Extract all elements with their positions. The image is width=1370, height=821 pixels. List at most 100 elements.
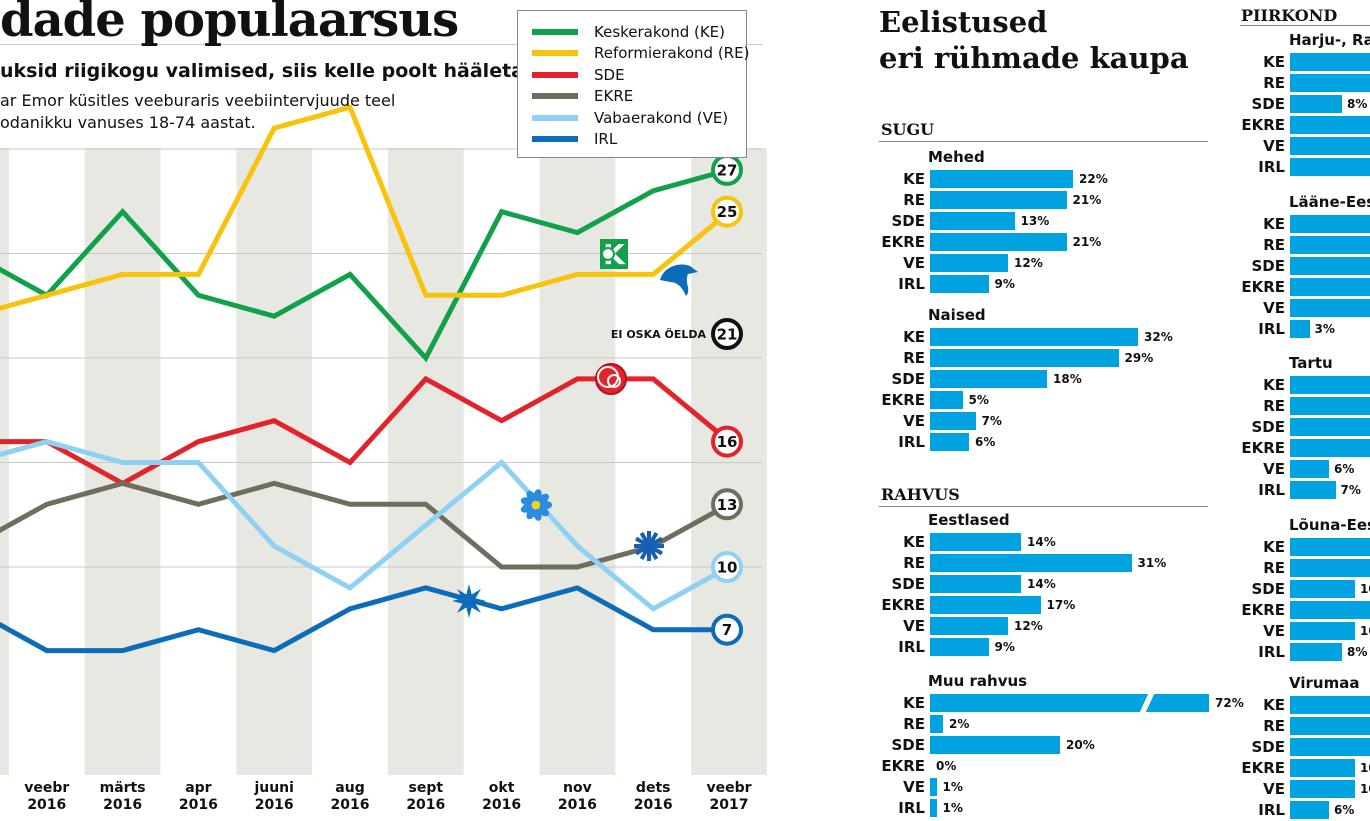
- bar-value-label: 14%: [1027, 577, 1056, 591]
- bar-value-label: 8%: [1347, 645, 1368, 659]
- bar-row-label: VE: [1263, 622, 1285, 640]
- end-label-ei-oska-ring: [711, 318, 743, 350]
- bar-row-label: KE: [1263, 696, 1285, 714]
- group-title: Lõuna-Ees: [1289, 516, 1370, 534]
- bar-ekre: [1290, 278, 1370, 296]
- bar-row-label: RE: [903, 715, 925, 733]
- x-tick-year-label: 2016: [331, 797, 370, 813]
- legend-item-ke: Keskerakond (KE): [532, 22, 725, 42]
- bar-row-label: KE: [1263, 538, 1285, 556]
- bar-row-label: IRL: [1258, 801, 1285, 819]
- bar-row-label: IRL: [1258, 481, 1285, 499]
- bar-ekre: [930, 233, 1067, 251]
- bar-value-label: 12%: [1014, 619, 1043, 633]
- bar-value-label: 31%: [1137, 556, 1167, 570]
- bar-ke: [1290, 53, 1370, 71]
- bar-sde: [1290, 580, 1355, 598]
- section-divider: [1240, 25, 1370, 26]
- party-popularity-line-chart: veebr2016märts2016apr2016juuni2016aug201…: [0, 44, 767, 813]
- bar-value-label: 1%: [942, 801, 963, 815]
- bar-ve: [1290, 299, 1370, 317]
- legend-label-ekre: EKRE: [594, 87, 634, 105]
- group-title: Eestlased: [928, 511, 1010, 529]
- bar-row-label: KE: [903, 170, 925, 188]
- bar-row-label: VE: [1263, 780, 1285, 798]
- bar-row-label: EKRE: [1241, 278, 1285, 296]
- end-label-ve: 10: [717, 559, 738, 577]
- legend-item-ekre: EKRE: [532, 86, 633, 106]
- section-divider: [879, 506, 1208, 507]
- legend-item-ve: Vabaerakond (VE): [532, 108, 728, 128]
- survey-description: ar Emor küsitles veeburaris veebiintervj…: [0, 91, 396, 132]
- chart-legend: Keskerakond (KE) Reformierakond (RE) SDE…: [517, 10, 749, 158]
- bar-row-label: EKRE: [1241, 601, 1285, 619]
- ei-oska-oelda-label: EI OSKA ÖELDA: [611, 327, 707, 341]
- end-label-sde-ring: [711, 425, 743, 458]
- bar-re: [1290, 559, 1370, 577]
- x-tick-year-label: 2016: [179, 797, 218, 813]
- x-tick-year-label: 2016: [482, 797, 521, 813]
- legend-swatch-ekre: [532, 93, 578, 99]
- x-tick-month-label: aug: [335, 780, 364, 796]
- legend-label-re: Reformierakond (RE): [594, 44, 750, 62]
- bar-value-label: 29%: [1124, 351, 1154, 365]
- section-divider: [879, 141, 1208, 142]
- bar-row-label: KE: [1263, 376, 1285, 394]
- bar-irl: [930, 275, 989, 293]
- bar-row-label: RE: [1263, 559, 1285, 577]
- group-title: Tartu: [1289, 354, 1333, 372]
- bar-irl: [1290, 158, 1370, 176]
- bar-value-label: 1%: [942, 780, 963, 794]
- bar-row-label: KE: [1263, 215, 1285, 233]
- column-band: [236, 148, 313, 775]
- group-title: Virumaa: [1289, 674, 1360, 692]
- end-label-sde: 16: [717, 433, 738, 451]
- bar-re: [1290, 236, 1370, 254]
- bar-row-label: RE: [903, 191, 925, 209]
- bar-ekre: [1290, 439, 1370, 457]
- bar-irl: [1290, 320, 1310, 338]
- bar-sde: [930, 575, 1021, 593]
- bar-value-label: 9%: [994, 277, 1015, 291]
- bar-row-label: VE: [903, 254, 925, 272]
- bar-row-label: SDE: [1251, 257, 1285, 275]
- bar-ke: [930, 694, 1209, 712]
- bar-row-label: EKRE: [881, 233, 925, 251]
- bar-ve: [930, 254, 1008, 272]
- bar-value-label: 13%: [1020, 214, 1050, 228]
- bar-sde: [1290, 418, 1370, 436]
- bar-ke: [930, 170, 1073, 188]
- x-tick-month-label: veebr: [24, 780, 69, 796]
- bar-row-label: EKRE: [1241, 116, 1285, 134]
- bar-value-label: 22%: [1079, 172, 1108, 186]
- bar-sde: [930, 370, 1047, 388]
- bar-re: [930, 715, 943, 733]
- bar-row-label: RE: [1263, 397, 1285, 415]
- bar-value-label: 8%: [1347, 97, 1368, 111]
- x-tick-month-label: märts: [100, 780, 146, 796]
- end-label-ekre: 13: [717, 496, 738, 514]
- bar-value-label: 10: [1360, 624, 1370, 638]
- legend-item-re: Reformierakond (RE): [532, 43, 749, 63]
- bar-value-label: 72%: [1215, 696, 1244, 710]
- bar-row-label: KE: [1263, 53, 1285, 71]
- bar-re: [930, 191, 1067, 209]
- bar-ke: [1290, 538, 1370, 556]
- bar-ekre: [1290, 116, 1370, 134]
- bar-ke: [1290, 215, 1370, 233]
- bar-row-label: IRL: [898, 275, 925, 293]
- end-label-ekre-ring: [711, 488, 743, 521]
- bar-value-label: 0%: [936, 759, 957, 773]
- bar-row-label: IRL: [898, 638, 925, 656]
- legend-label-ke: Keskerakond (KE): [594, 23, 726, 41]
- bar-ekre: [1290, 601, 1370, 619]
- column-band: [387, 148, 464, 775]
- bar-row-label: RE: [1263, 236, 1285, 254]
- ve-party-logo: [520, 489, 552, 521]
- legend-swatch-re: [532, 50, 578, 56]
- bar-row-label: SDE: [1251, 95, 1285, 113]
- bar-ke: [930, 533, 1021, 551]
- legend-item-sde: SDE: [532, 65, 625, 85]
- series-line-ekre: [0, 480, 731, 570]
- x-tick-month-label: nov: [563, 780, 592, 796]
